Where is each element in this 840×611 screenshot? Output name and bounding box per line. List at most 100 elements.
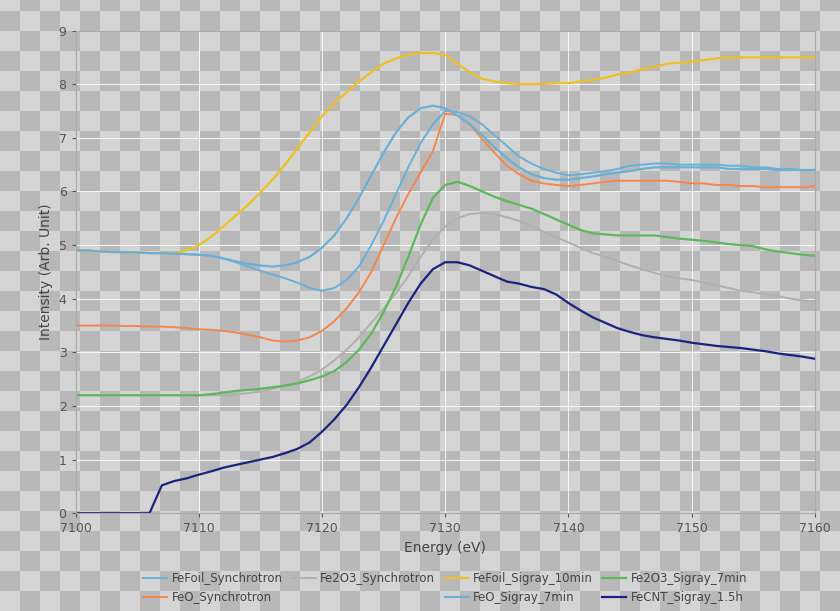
Bar <box>400 151 420 171</box>
Bar <box>460 51 480 71</box>
Bar <box>780 331 800 351</box>
Bar <box>100 31 120 51</box>
Bar <box>240 131 260 151</box>
Bar <box>640 71 660 91</box>
Bar <box>120 151 140 171</box>
Bar <box>540 111 560 131</box>
Bar <box>220 351 240 371</box>
Bar <box>660 571 680 591</box>
Bar <box>620 351 640 371</box>
Bar <box>40 231 60 251</box>
Bar <box>740 391 760 411</box>
Bar <box>660 331 680 351</box>
Bar <box>360 331 380 351</box>
Bar <box>440 291 460 311</box>
Bar <box>200 531 220 551</box>
Bar <box>500 151 520 171</box>
Bar <box>420 71 440 91</box>
Bar <box>480 591 500 611</box>
Bar <box>820 351 840 371</box>
Bar <box>400 571 420 591</box>
Bar <box>140 551 160 571</box>
Bar <box>460 111 480 131</box>
Bar <box>260 551 280 571</box>
Bar <box>320 111 340 131</box>
Bar <box>660 231 680 251</box>
Bar <box>340 571 360 591</box>
Bar <box>540 171 560 191</box>
Bar <box>760 431 780 451</box>
Bar <box>380 351 400 371</box>
Bar <box>140 531 160 551</box>
Bar <box>280 331 300 351</box>
Bar <box>420 511 440 531</box>
Bar <box>420 291 440 311</box>
Bar <box>20 0 40 11</box>
Bar <box>780 31 800 51</box>
Bar <box>480 271 500 291</box>
Bar <box>300 311 320 331</box>
Bar <box>0 151 20 171</box>
Bar <box>180 211 200 231</box>
Fe2O3_Sigray_7min <box>810 252 820 260</box>
Bar <box>240 391 260 411</box>
Bar <box>480 551 500 571</box>
Bar <box>580 211 600 231</box>
Bar <box>640 491 660 511</box>
Bar <box>520 31 540 51</box>
Bar <box>180 371 200 391</box>
Bar <box>500 291 520 311</box>
Bar <box>120 51 140 71</box>
Bar <box>20 31 40 51</box>
Bar <box>260 71 280 91</box>
Bar <box>520 291 540 311</box>
Bar <box>220 551 240 571</box>
Bar <box>440 171 460 191</box>
Bar <box>580 291 600 311</box>
Bar <box>340 371 360 391</box>
Bar <box>800 171 820 191</box>
Bar <box>120 431 140 451</box>
Bar <box>800 291 820 311</box>
Bar <box>420 171 440 191</box>
Bar <box>220 191 240 211</box>
Bar <box>780 351 800 371</box>
Bar <box>540 591 560 611</box>
FeO_Sigray_7min <box>243 260 253 268</box>
Bar <box>480 31 500 51</box>
Bar <box>500 251 520 271</box>
Bar <box>820 111 840 131</box>
FeFoil_Synchrotron <box>810 166 820 174</box>
Bar <box>580 531 600 551</box>
Bar <box>820 311 840 331</box>
Bar <box>20 131 40 151</box>
Bar <box>580 591 600 611</box>
Bar <box>580 491 600 511</box>
Bar <box>520 591 540 611</box>
Bar <box>720 391 740 411</box>
FeFoil_Sigray_10min <box>538 81 549 88</box>
Bar <box>80 11 100 31</box>
Bar <box>460 251 480 271</box>
Bar <box>120 491 140 511</box>
Bar <box>600 131 620 151</box>
Bar <box>480 351 500 371</box>
Bar <box>640 211 660 231</box>
Bar <box>40 351 60 371</box>
Bar <box>340 91 360 111</box>
Bar <box>540 391 560 411</box>
Bar <box>120 471 140 491</box>
Bar <box>720 91 740 111</box>
Bar <box>740 211 760 231</box>
Bar <box>200 91 220 111</box>
Bar <box>140 331 160 351</box>
Bar <box>440 51 460 71</box>
Bar <box>380 311 400 331</box>
Bar <box>760 0 780 11</box>
Bar <box>140 291 160 311</box>
Bar <box>400 331 420 351</box>
Bar <box>580 431 600 451</box>
Bar <box>260 511 280 531</box>
Bar <box>20 411 40 431</box>
Bar <box>300 451 320 471</box>
